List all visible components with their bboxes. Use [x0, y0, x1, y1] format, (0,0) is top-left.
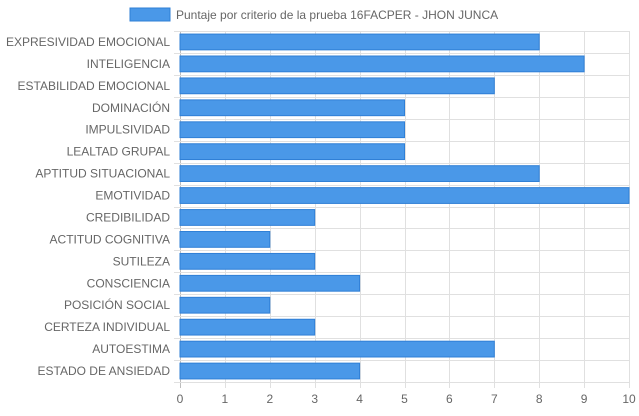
bar[interactable]	[179, 252, 316, 270]
bar[interactable]	[179, 231, 271, 248]
x-tick-label: 9	[581, 392, 588, 406]
x-tick-label: 0	[177, 392, 184, 406]
x-tick-label: 7	[491, 392, 498, 406]
category-label: SUTILEZA	[113, 254, 170, 268]
category-labels: EXPRESIVIDAD EMOCIONAL INTELIGENCIA ESTABI…	[6, 35, 170, 378]
category-label: CONSCIENCIA	[87, 276, 170, 290]
category-label: CREDIBILIDAD	[86, 210, 170, 224]
bar[interactable]	[179, 55, 585, 73]
x-tick-label: 2	[266, 392, 273, 406]
bar[interactable]	[179, 318, 316, 336]
bar[interactable]	[179, 143, 405, 161]
x-tick-label: 1	[222, 392, 229, 406]
bar[interactable]	[179, 99, 405, 117]
bar[interactable]	[179, 274, 361, 292]
category-label: EMOTIVIDAD	[95, 189, 170, 203]
category-label: AUTOESTIMA	[92, 342, 170, 356]
bar[interactable]	[179, 77, 495, 95]
bar[interactable]	[179, 33, 540, 51]
category-label: APTITUD SITUACIONAL	[35, 167, 170, 181]
category-label: ESTADO DE ANSIEDAD	[38, 364, 171, 378]
bar[interactable]	[179, 121, 405, 139]
bar[interactable]	[179, 165, 540, 182]
legend-label[interactable]: Puntaje por criterio de la prueba 16FACP…	[176, 8, 498, 22]
bar[interactable]	[179, 209, 316, 226]
x-tick-label: 10	[622, 392, 636, 406]
category-label: DOMINACIÓN	[92, 100, 170, 115]
x-tick-label: 8	[536, 392, 543, 406]
x-tick-label: 5	[401, 392, 408, 406]
x-tick-label: 4	[356, 392, 363, 406]
category-label: ACTITUD COGNITIVA	[50, 232, 170, 246]
legend-swatch[interactable]	[129, 7, 171, 22]
category-label: IMPULSIVIDAD	[85, 123, 170, 137]
x-axis-tick-labels: 0 1 2 3 4 5 6 7 8 9 10	[177, 392, 636, 406]
legend[interactable]: Puntaje por criterio de la prueba 16FACP…	[129, 7, 498, 22]
bar[interactable]	[179, 362, 361, 380]
x-tick-label: 6	[446, 392, 453, 406]
bars	[179, 33, 630, 380]
bar[interactable]	[179, 340, 495, 358]
x-tick-label: 3	[311, 392, 318, 406]
category-label: ESTABILIDAD EMOCIONAL	[18, 79, 171, 93]
bar[interactable]	[179, 296, 271, 314]
category-label: LEALTAD GRUPAL	[67, 145, 171, 159]
category-label: EXPRESIVIDAD EMOCIONAL	[6, 35, 170, 49]
bar[interactable]	[179, 187, 630, 204]
category-label: CERTEZA INDIVIDUAL	[44, 320, 170, 334]
category-label: INTELIGENCIA	[87, 57, 170, 71]
category-label: POSICIÓN SOCIAL	[64, 297, 170, 312]
